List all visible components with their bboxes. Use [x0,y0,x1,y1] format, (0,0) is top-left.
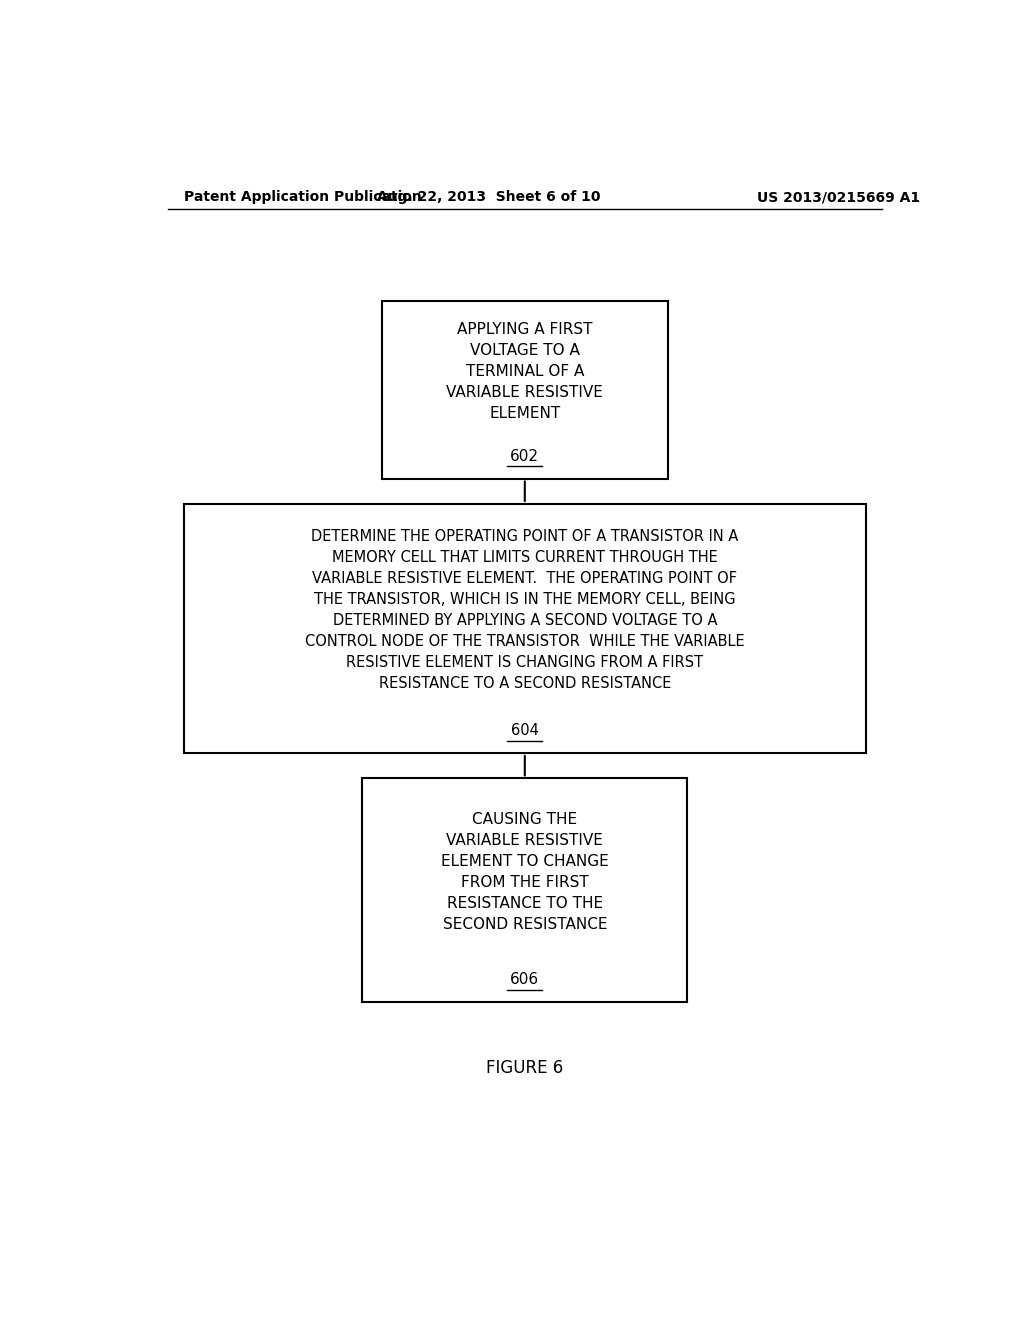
Text: CAUSING THE
VARIABLE RESISTIVE
ELEMENT TO CHANGE
FROM THE FIRST
RESISTANCE TO TH: CAUSING THE VARIABLE RESISTIVE ELEMENT T… [441,812,608,932]
Text: 604: 604 [511,723,539,738]
Text: US 2013/0215669 A1: US 2013/0215669 A1 [757,190,920,205]
Text: 602: 602 [510,449,540,463]
Text: 606: 606 [510,972,540,987]
Text: Aug. 22, 2013  Sheet 6 of 10: Aug. 22, 2013 Sheet 6 of 10 [377,190,601,205]
Bar [362,779,687,1002]
Text: DETERMINE THE OPERATING POINT OF A TRANSISTOR IN A
MEMORY CELL THAT LIMITS CURRE: DETERMINE THE OPERATING POINT OF A TRANS… [305,529,744,692]
Bar [183,504,866,752]
Text: APPLYING A FIRST
VOLTAGE TO A
TERMINAL OF A
VARIABLE RESISTIVE
ELEMENT: APPLYING A FIRST VOLTAGE TO A TERMINAL O… [446,322,603,421]
Text: FIGURE 6: FIGURE 6 [486,1059,563,1077]
Text: Patent Application Publication: Patent Application Publication [183,190,421,205]
Bar [382,301,668,479]
